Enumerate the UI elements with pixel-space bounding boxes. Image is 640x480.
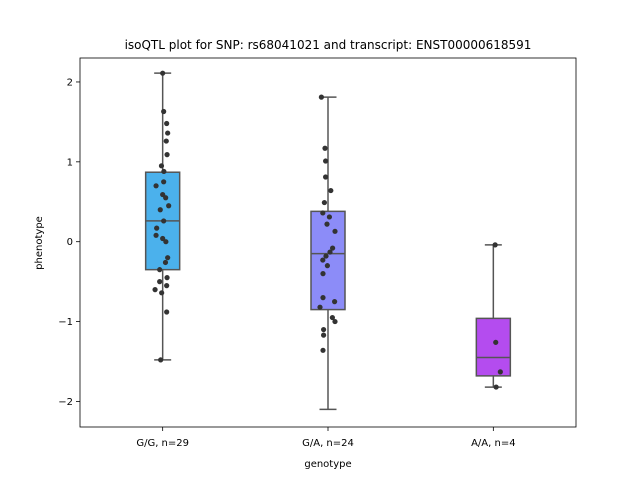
data-point — [321, 326, 327, 333]
data-point — [492, 242, 498, 248]
data-point — [330, 245, 336, 251]
genotype-group-2 — [475, 242, 512, 390]
data-point — [497, 369, 503, 375]
data-point — [164, 275, 170, 281]
data-point — [164, 283, 170, 289]
iqr-box — [475, 317, 512, 377]
data-point — [152, 287, 158, 293]
x-axis: G/G, n=29 G/A, n=24 A/A, n=4 — [136, 427, 516, 449]
data-point — [332, 228, 338, 234]
data-point — [154, 225, 160, 231]
data-point — [166, 203, 172, 209]
data-point — [164, 309, 170, 315]
genotype-group-1 — [310, 94, 346, 411]
data-point — [160, 235, 166, 242]
data-point — [165, 255, 171, 261]
data-point — [159, 290, 165, 296]
data-point — [324, 221, 330, 227]
data-point — [161, 179, 167, 185]
data-point — [320, 210, 326, 216]
data-point — [161, 108, 167, 115]
data-point — [157, 267, 163, 273]
x-tick-label: A/A, n=4 — [471, 438, 516, 449]
data-point — [158, 357, 164, 363]
data-point — [493, 339, 499, 345]
data-point — [318, 94, 324, 100]
data-point — [158, 163, 165, 169]
data-point — [320, 271, 326, 277]
data-point — [162, 259, 169, 266]
data-point — [332, 299, 338, 305]
data-point — [322, 145, 328, 151]
y-axis-label: phenotype — [34, 216, 45, 270]
chart-title: isoQTL plot for SNP: rs68041021 and tran… — [125, 38, 532, 52]
y-tick-label: 1 — [67, 157, 73, 168]
plot-area — [144, 70, 512, 411]
iqr-box — [310, 210, 346, 311]
data-point — [493, 384, 499, 390]
genotype-group-0 — [144, 70, 181, 363]
data-point — [164, 152, 170, 158]
data-point — [323, 158, 329, 164]
data-point — [161, 168, 167, 175]
data-point — [326, 214, 332, 220]
data-point — [163, 195, 169, 201]
data-point — [157, 207, 163, 213]
data-point — [320, 257, 326, 263]
y-tick-label: −2 — [58, 397, 73, 408]
data-point — [328, 187, 334, 194]
x-tick-label: G/A, n=24 — [302, 438, 354, 449]
y-tick-label: −1 — [58, 317, 73, 328]
data-point — [327, 249, 333, 255]
data-point — [157, 279, 163, 285]
data-point — [163, 239, 169, 245]
data-point — [321, 332, 327, 338]
data-point — [320, 295, 326, 301]
data-point — [324, 263, 330, 269]
data-point — [165, 130, 171, 136]
data-point — [153, 183, 159, 189]
data-point — [164, 120, 170, 127]
y-tick-label: 0 — [67, 237, 73, 248]
data-point — [320, 347, 326, 353]
y-tick-label: 2 — [67, 77, 73, 88]
data-point — [161, 218, 167, 224]
x-axis-label: genotype — [304, 459, 351, 470]
data-point — [323, 253, 329, 259]
data-point — [329, 314, 335, 321]
data-point — [163, 138, 169, 144]
data-point — [160, 70, 166, 76]
y-axis: −2 −1 0 1 2 — [58, 77, 80, 408]
x-tick-label: G/G, n=29 — [136, 438, 189, 449]
data-point — [323, 174, 329, 180]
data-point — [321, 199, 327, 206]
data-point — [153, 232, 159, 238]
data-point — [317, 304, 323, 310]
data-point — [332, 318, 338, 325]
